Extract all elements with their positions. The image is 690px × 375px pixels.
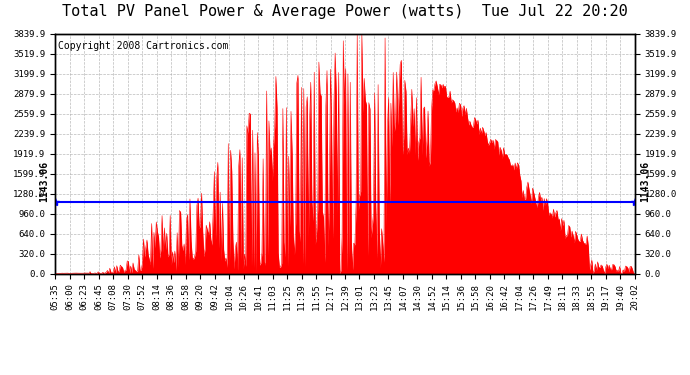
Text: Total PV Panel Power & Average Power (watts)  Tue Jul 22 20:20: Total PV Panel Power & Average Power (wa…: [62, 4, 628, 19]
Text: 1143.06: 1143.06: [39, 161, 50, 202]
Text: 1143.06: 1143.06: [640, 161, 651, 202]
Text: Copyright 2008 Cartronics.com: Copyright 2008 Cartronics.com: [58, 41, 228, 51]
